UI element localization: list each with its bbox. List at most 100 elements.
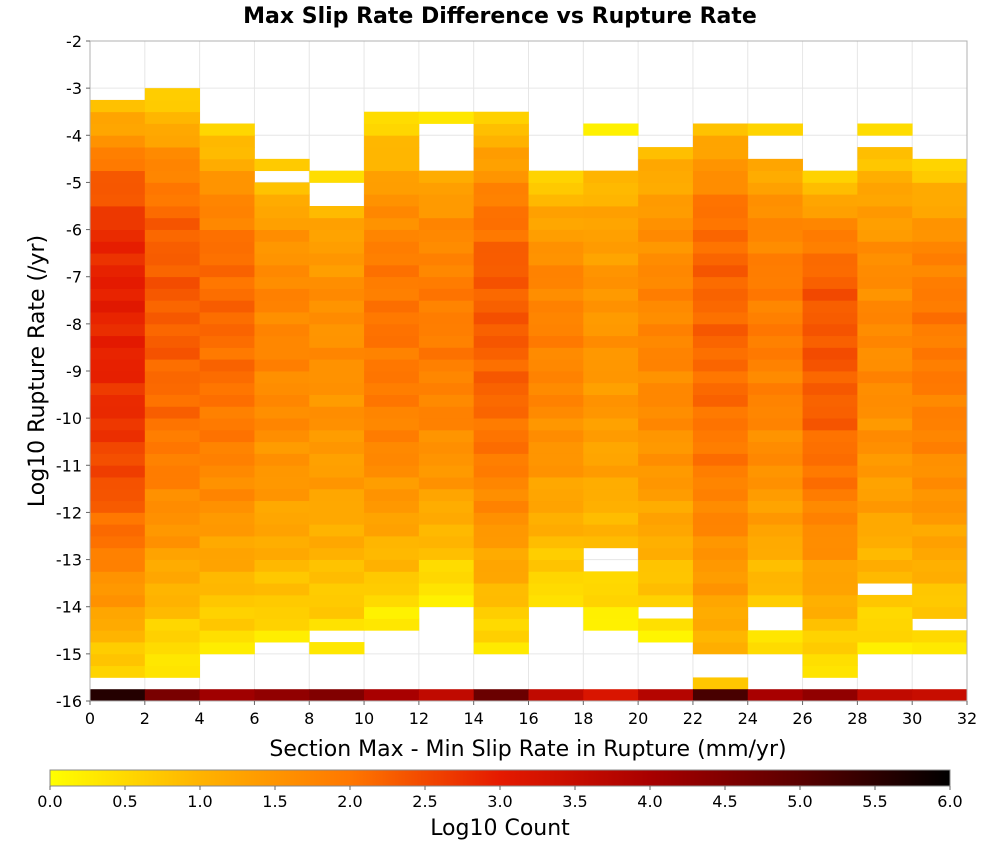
- heatmap-cell: [583, 347, 639, 360]
- heatmap-cell: [418, 312, 475, 325]
- colorbar-tick-label: 5.0: [787, 792, 812, 811]
- heatmap-cell: [747, 512, 803, 525]
- heatmap-cell: [692, 594, 749, 608]
- heatmap-cell: [802, 547, 858, 560]
- heatmap-cell-bottom: [473, 689, 529, 701]
- heatmap-cell: [583, 488, 639, 502]
- heatmap-cell: [473, 206, 529, 219]
- heatmap-cell: [638, 300, 694, 313]
- heatmap-cell: [309, 441, 365, 454]
- heatmap-cell: [802, 583, 858, 596]
- heatmap-cell: [857, 170, 913, 183]
- heatmap-cell: [199, 276, 255, 289]
- heatmap-cell: [199, 618, 255, 631]
- heatmap-cell: [144, 135, 201, 148]
- heatmap-cell: [254, 229, 310, 242]
- heatmap-cell: [747, 158, 803, 172]
- heatmap-cell: [90, 630, 146, 643]
- heatmap-cell: [692, 276, 749, 289]
- heatmap-cell: [309, 300, 365, 313]
- heatmap-cell: [144, 229, 201, 242]
- heatmap-cell: [144, 583, 201, 596]
- y-tick-label: -2: [66, 32, 82, 51]
- heatmap-cell: [418, 323, 475, 337]
- heatmap-cell: [418, 182, 475, 195]
- heatmap-cell: [528, 194, 584, 207]
- heatmap-cell: [912, 264, 968, 278]
- heatmap-cell: [747, 418, 803, 431]
- heatmap-cell: [857, 300, 913, 313]
- heatmap-cell: [418, 571, 475, 584]
- heatmap-cell: [309, 276, 365, 289]
- heatmap-cell: [364, 135, 420, 148]
- heatmap-cell: [418, 441, 475, 454]
- y-tick-label: -8: [66, 315, 82, 334]
- heatmap-cell: [857, 618, 913, 631]
- x-tick-label: 2: [140, 709, 150, 728]
- heatmap-cell: [857, 312, 913, 325]
- heatmap-cell: [254, 606, 310, 619]
- heatmap-cell: [692, 335, 749, 348]
- heatmap-cell: [144, 300, 201, 313]
- heatmap-cell: [309, 429, 365, 443]
- heatmap-cell: [144, 488, 201, 502]
- heatmap-cell-bottom: [912, 689, 968, 701]
- heatmap-cell: [309, 288, 365, 301]
- heatmap-cell: [638, 477, 694, 490]
- heatmap-cell: [364, 453, 420, 466]
- heatmap-cell: [692, 264, 749, 278]
- heatmap-cell: [528, 335, 584, 348]
- heatmap-cell: [528, 253, 584, 266]
- heatmap-cell: [747, 488, 803, 502]
- heatmap-cell: [364, 477, 420, 490]
- heatmap-cell: [418, 559, 475, 572]
- colorbar-tick-label: 3.5: [562, 792, 587, 811]
- heatmap-cell: [90, 241, 146, 254]
- heatmap-cell: [583, 477, 639, 490]
- heatmap-cell: [473, 135, 529, 148]
- heatmap-cell: [747, 465, 803, 478]
- heatmap-cell: [638, 253, 694, 266]
- heatmap-cell-bottom: [309, 689, 365, 701]
- heatmap-cell: [309, 500, 365, 513]
- heatmap-cell: [90, 253, 146, 266]
- heatmap-cell: [857, 359, 913, 372]
- colorbar-tick-label: 0.0: [37, 792, 62, 811]
- heatmap-cell: [199, 170, 255, 183]
- heatmap-cell: [802, 323, 858, 337]
- heatmap-cell: [418, 335, 475, 348]
- heatmap-cell: [199, 547, 255, 560]
- heatmap-cell: [364, 382, 420, 395]
- heatmap-cell: [638, 630, 694, 643]
- heatmap-cell: [692, 406, 749, 419]
- heatmap-cell: [418, 241, 475, 254]
- heatmap-cell: [638, 323, 694, 337]
- heatmap-cell: [199, 206, 255, 219]
- heatmap-cell: [473, 441, 529, 454]
- heatmap-cell-bottom: [364, 689, 420, 701]
- heatmap-cell: [90, 347, 146, 360]
- heatmap-cell: [199, 429, 255, 443]
- heatmap-cell: [309, 241, 365, 254]
- heatmap-cell: [199, 194, 255, 207]
- heatmap-cell: [638, 276, 694, 289]
- heatmap-cell: [583, 594, 639, 608]
- heatmap-cell: [528, 418, 584, 431]
- heatmap-cell: [309, 536, 365, 549]
- heatmap-cell: [254, 371, 310, 384]
- heatmap-cell: [692, 571, 749, 584]
- heatmap-cell: [638, 571, 694, 584]
- heatmap-cell: [364, 559, 420, 572]
- heatmap-cell: [90, 335, 146, 348]
- heatmap-cell: [418, 594, 475, 608]
- heatmap-cell: [254, 536, 310, 549]
- heatmap-cell: [90, 618, 146, 631]
- heatmap-cell: [583, 323, 639, 337]
- heatmap-cell: [583, 571, 639, 584]
- heatmap-cell: [802, 606, 858, 619]
- heatmap-cell: [418, 465, 475, 478]
- heatmap-cell: [528, 323, 584, 337]
- heatmap-cell: [199, 453, 255, 466]
- heatmap-cell: [90, 206, 146, 219]
